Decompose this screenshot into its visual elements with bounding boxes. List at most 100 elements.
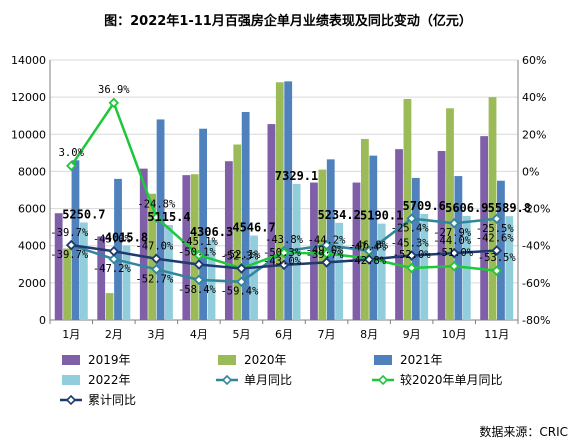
bar-data-label: 5190.1 [360,209,403,223]
x-tick-label: 5月 [232,328,250,341]
bar-2022年 [122,245,131,320]
bar-2021年 [114,178,122,320]
legend-marker [65,394,77,406]
y2-tick-label: -80% [522,314,550,327]
y-tick-label: 0 [39,314,46,327]
bar-data-label: 5709.6 [403,199,446,213]
marker-单月同比 [406,213,417,224]
y-tick-label: 4000 [18,240,46,253]
marker-较2020年单月同比 [278,247,290,259]
x-tick-label: 3月 [147,328,165,341]
line-data-label: -43.0% [263,255,302,267]
line-data-label: -24.8% [137,198,176,210]
marker-累计同比 [363,254,375,265]
legend-label: 2020年 [244,353,287,367]
line-data-label: -47.0% [135,241,174,253]
line-data-label: -46.8% [350,239,389,251]
line-data-label: -52.3% [220,251,259,263]
marker-较2020年单月同比 [193,249,205,261]
line-data-label: -25.4% [391,223,430,235]
bar-2019年 [310,182,318,320]
bar-2020年 [105,293,114,320]
y-tick-label: 12000 [11,91,46,104]
legend-label: 累计同比 [88,393,136,407]
marker-较2020年单月同比 [448,260,460,272]
legend-label: 较2020年单月同比 [400,372,503,387]
marker-累计同比 [278,259,290,271]
bar-2019年 [139,168,148,320]
line-data-label: -39.7% [306,249,345,261]
line-data-label: -49.0% [306,244,345,256]
bar-2020年 [360,138,369,320]
bar-2019年 [480,136,489,320]
legend-marker [221,374,233,386]
x-tick-label: 9月 [403,328,421,341]
line-data-label: -27.9% [433,227,472,239]
chart-title: 图：2022年1-11月百强房企单月业绩表现及同比变动（亿元） [104,14,472,29]
bar-2019年 [437,151,446,320]
line-data-label: -47.2% [93,263,132,275]
line-data-label: -59.4% [220,286,259,298]
bar-2022年 [505,216,514,320]
marker-累计同比 [193,259,205,270]
y2-tick-label: 20% [522,128,546,141]
x-tick-label: 11月 [484,328,509,341]
line-data-label: -45.3% [391,238,430,250]
legend-swatch [218,355,236,365]
x-tick-label: 6月 [275,328,293,341]
bar-data-label: 5589.8 [488,201,531,215]
marker-单月同比 [491,213,502,225]
source-label: 数据来源：CRIC [479,425,568,439]
marker-较2020年单月同比 [406,262,417,274]
marker-累计同比 [108,246,120,257]
y-tick-label: 10000 [11,128,46,141]
y2-tick-label: -60% [522,277,550,290]
y2-tick-label: 40% [522,91,546,104]
x-tick-label: 2月 [105,328,123,341]
bar-2019年 [352,182,361,320]
bar-2020年 [275,82,284,321]
marker-单月同比 [448,217,460,229]
bar-2021年 [241,112,250,320]
marker-累计同比 [406,250,417,261]
marker-单月同比 [236,276,247,288]
bar-2022年 [335,222,344,320]
line-data-label: -51.0% [435,247,474,259]
bar-2021年 [454,176,463,320]
line-data-label: -25.5% [476,223,515,235]
line-data-label: -42.6% [476,233,515,245]
bar-2019年 [224,161,233,320]
bar-2020年 [233,144,242,320]
y2-tick-label: -20% [522,203,550,216]
marker-较2020年单月同比 [65,160,77,172]
y-tick-label: 14000 [11,54,46,67]
line-data-label: -50.3% [263,247,302,259]
line-data-label: -53.5% [478,252,517,264]
line-data-label: -39.7% [50,249,89,261]
bar-2020年 [190,174,199,320]
bar-2019年 [267,124,276,320]
bar-2020年 [446,108,454,321]
legend-label: 单月同比 [244,373,292,387]
marker-累计同比 [491,245,502,256]
line-data-label: -42.8% [348,255,387,267]
line-data-label: 36.9% [98,84,130,96]
x-tick-label: 4月 [190,328,208,341]
bar-2022年 [79,222,88,320]
line-data-label: 3.0% [59,147,85,159]
bar-data-label: 5606.9 [445,201,488,215]
bar-data-label: 5250.7 [62,207,105,221]
bar-data-label: 7329.1 [275,169,318,183]
bar-2020年 [488,97,497,321]
y-tick-label: 6000 [18,203,46,216]
x-tick-label: 7月 [318,328,336,341]
bar-2021年 [199,128,208,320]
bar-data-label: 4306.3 [190,225,233,239]
marker-累计同比 [321,257,332,268]
marker-累计同比 [448,247,460,259]
x-tick-label: 10月 [442,328,467,341]
bar-2021年 [284,81,293,320]
line-data-label: -52.0% [393,249,432,261]
bar-2021年 [326,159,335,320]
